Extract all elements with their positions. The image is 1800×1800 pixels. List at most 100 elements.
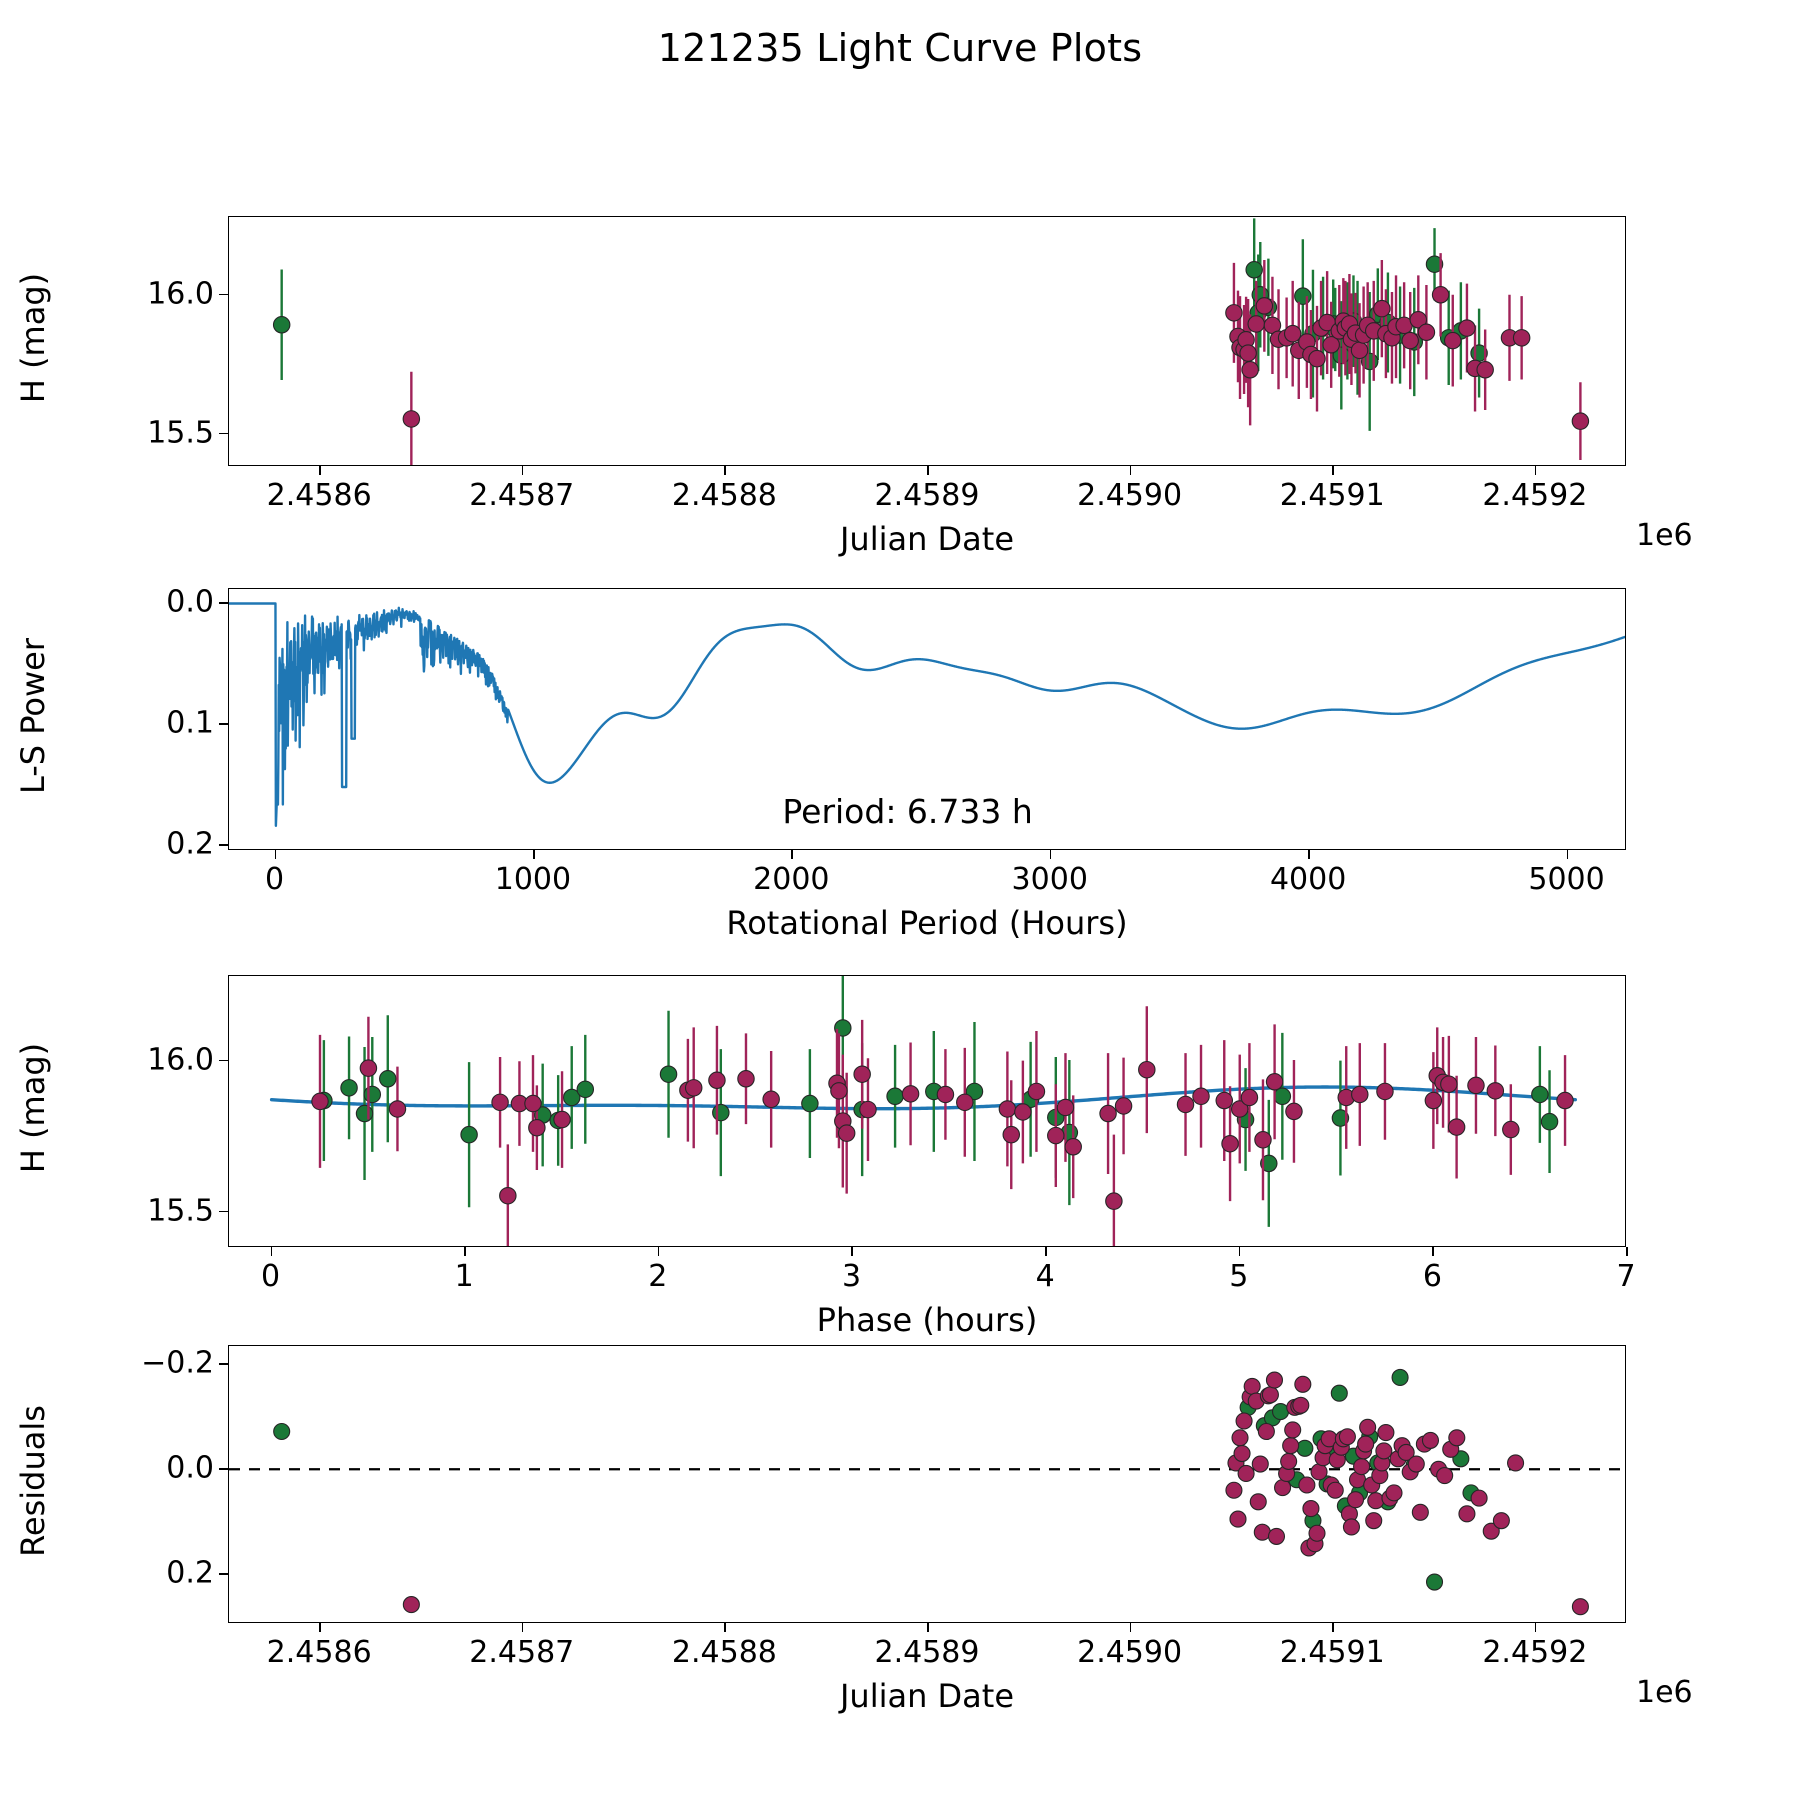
series-magenta-band — [402, 253, 1590, 465]
data-point — [1292, 1396, 1310, 1414]
data-point — [402, 410, 421, 428]
xtick — [927, 466, 929, 475]
data-point — [1047, 1126, 1065, 1145]
xaxis-label: Julian Date — [839, 1677, 1015, 1715]
data-point — [524, 1094, 542, 1113]
data-point — [1280, 1452, 1298, 1470]
xtick-label: 6 — [1422, 1259, 1442, 1294]
data-point — [1401, 331, 1419, 350]
data-point — [1308, 349, 1326, 368]
ytick — [219, 723, 228, 725]
data-point — [1105, 1192, 1123, 1210]
xtick-label: 2.4591 — [1279, 1635, 1385, 1670]
data-point — [936, 1085, 955, 1104]
xtick-label: 2.4588 — [671, 478, 777, 513]
xtick — [1049, 850, 1052, 859]
data-point — [830, 1082, 848, 1100]
ytick-label: 15.5 — [147, 415, 214, 451]
data-point — [1233, 1444, 1251, 1463]
xtick — [319, 466, 321, 475]
ytick — [219, 843, 228, 846]
data-point — [1230, 1100, 1249, 1118]
axes-light-curve — [228, 216, 1626, 466]
data-point — [1436, 1467, 1454, 1485]
data-point — [659, 1065, 678, 1083]
data-point — [1274, 1479, 1292, 1497]
xtick-label: 4000 — [1269, 862, 1347, 897]
yaxis-label: Residuals — [14, 1405, 52, 1557]
data-point — [1253, 1523, 1271, 1541]
data-point — [1492, 1512, 1510, 1530]
data-layer-lomb-scargle-periodogram — [229, 602, 1625, 827]
ytick-label: 0.1 — [166, 705, 214, 741]
xtick-label: 2.4587 — [469, 1635, 575, 1670]
data-point — [1376, 1082, 1394, 1101]
xtick — [1045, 1247, 1047, 1256]
data-point — [1470, 1489, 1488, 1507]
xtick-label: 0 — [261, 1259, 281, 1294]
ytick — [219, 432, 228, 435]
xtick-label: 2.4587 — [469, 478, 575, 513]
data-point — [1391, 1368, 1409, 1387]
data-point — [562, 1088, 581, 1107]
xtick-label: 5000 — [1528, 862, 1605, 897]
data-point — [1385, 1484, 1403, 1502]
data-point — [1326, 1481, 1344, 1499]
xtick — [657, 1247, 660, 1256]
ytick — [219, 1059, 228, 1062]
data-point — [1176, 1095, 1195, 1114]
data-point — [1267, 1527, 1286, 1545]
data-point — [901, 1085, 920, 1103]
data-layer-residuals — [229, 1368, 1625, 1616]
xtick — [927, 1623, 929, 1632]
figure-title: 121235 Light Curve Plots — [657, 26, 1143, 70]
data-point — [1002, 1125, 1021, 1144]
data-point — [379, 1070, 397, 1088]
data-point — [1458, 319, 1476, 337]
data-point — [1056, 1098, 1075, 1117]
ytick — [219, 602, 228, 605]
data-point — [1283, 324, 1302, 343]
xtick-label: 2.4589 — [874, 478, 980, 513]
xtick-label: 2.4590 — [1077, 478, 1183, 513]
axes-phase-folded-light-curve — [228, 975, 1626, 1247]
data-point — [859, 1100, 877, 1119]
xtick-label: 1000 — [494, 862, 572, 897]
axes-residuals — [228, 1345, 1626, 1623]
data-point — [853, 1065, 871, 1083]
data-point — [576, 1080, 595, 1099]
data-point — [1421, 1431, 1440, 1449]
ytick-label: 0.2 — [166, 1555, 214, 1591]
data-point — [1308, 1524, 1326, 1542]
data-point — [460, 1125, 478, 1144]
data-point — [1330, 1384, 1348, 1402]
plot-area-lomb-scargle-periodogram — [229, 589, 1625, 849]
xtick-label: 7 — [1616, 1259, 1636, 1294]
data-point — [1342, 1518, 1361, 1536]
series-magenta-band — [311, 1006, 1574, 1246]
data-point — [1409, 311, 1428, 329]
data-point — [1215, 1091, 1234, 1110]
data-point — [1482, 1522, 1500, 1540]
ytick-label: 16.0 — [147, 276, 214, 312]
data-point — [1257, 1422, 1275, 1441]
data-point — [1397, 1443, 1415, 1462]
periodogram-line — [229, 602, 1625, 827]
xaxis-offset-text: 1e6 — [1636, 518, 1693, 553]
data-point — [1425, 255, 1444, 273]
plot-area-light-curve — [229, 217, 1625, 465]
data-point — [1338, 1428, 1356, 1446]
data-point — [1261, 1386, 1279, 1404]
data-point — [1531, 1085, 1549, 1104]
data-point — [1225, 304, 1243, 322]
data-point — [1114, 1097, 1133, 1115]
data-point — [499, 1186, 517, 1205]
xtick — [521, 1623, 524, 1632]
xtick — [464, 1247, 466, 1256]
ytick-label: 16.0 — [147, 1042, 214, 1078]
data-point — [1502, 1120, 1520, 1139]
xtick — [791, 850, 793, 859]
